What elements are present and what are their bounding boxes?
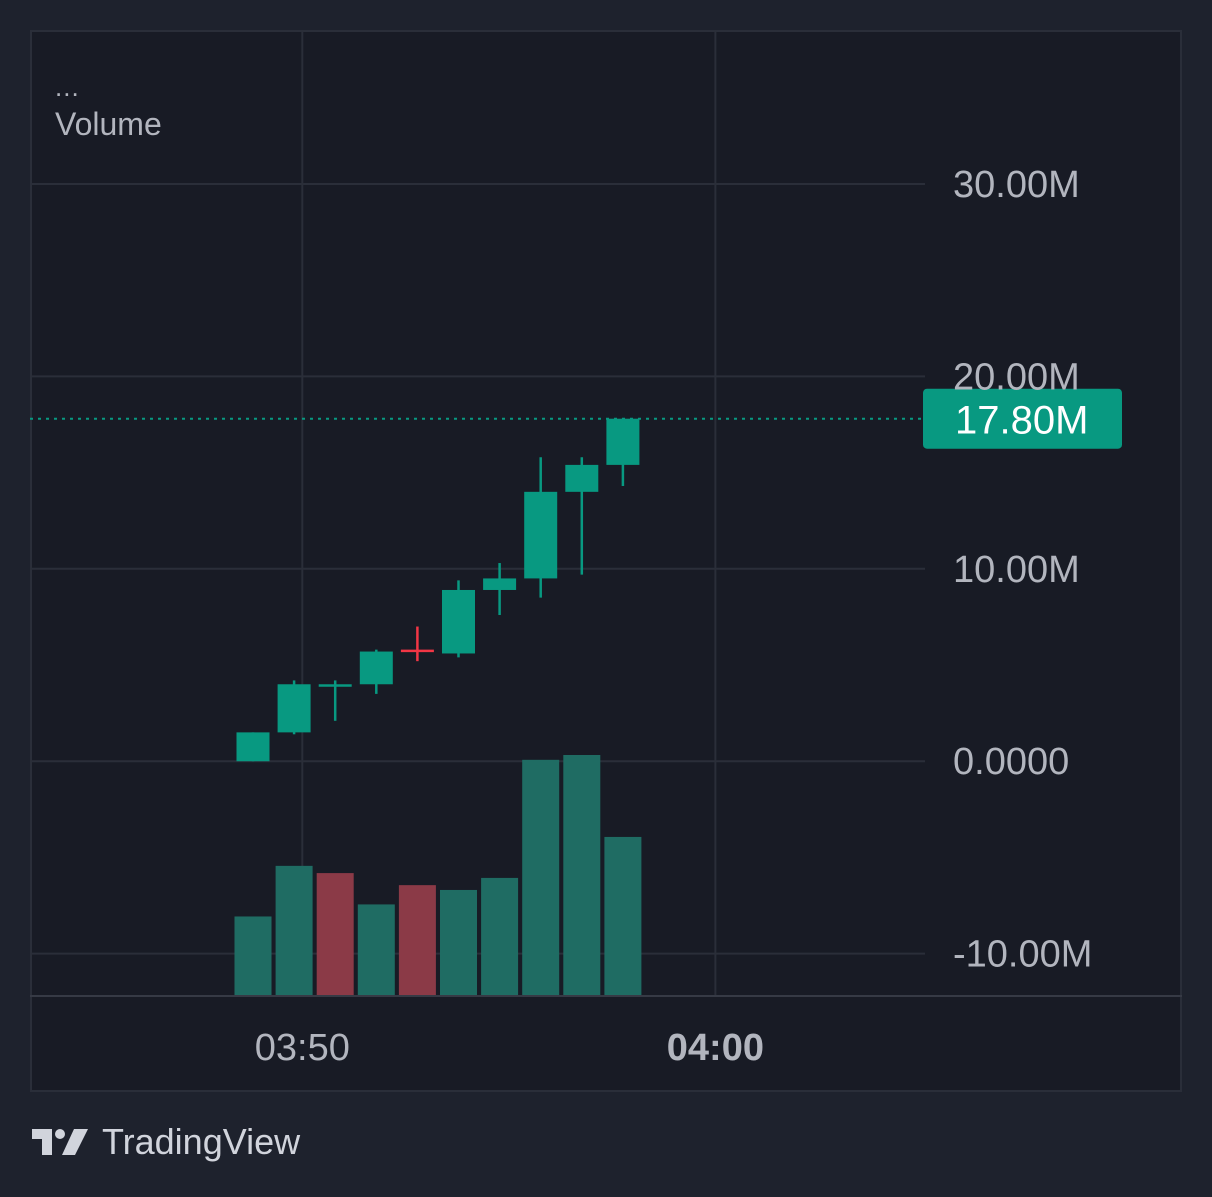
candle[interactable] [318, 680, 352, 721]
candle[interactable] [400, 626, 434, 662]
legend-menu-icon[interactable]: ... [55, 72, 80, 102]
candle[interactable] [483, 563, 517, 615]
candle-body [606, 418, 640, 465]
candle[interactable] [565, 457, 599, 575]
candle[interactable] [236, 732, 270, 762]
volume-bar[interactable] [522, 759, 560, 996]
candle-body [442, 589, 475, 654]
volume-bar[interactable] [604, 836, 642, 996]
volume-bar[interactable] [357, 904, 395, 996]
candle-body [400, 649, 434, 653]
tradingview-attribution[interactable]: TradingView [30, 1118, 300, 1166]
volume-bar[interactable] [563, 755, 601, 996]
y-axis-tick-label: 0.0000 [953, 741, 1069, 783]
y-axis-tick-label: -10.00M [953, 934, 1092, 976]
y-axis-tick-label: 30.00M [953, 164, 1080, 206]
volume-bar[interactable] [398, 885, 436, 996]
tradingview-logo-icon [32, 1129, 88, 1155]
last-price-badge[interactable] [923, 388, 1122, 449]
indicator-legend: ... Volume [55, 72, 162, 146]
volume-bar[interactable] [316, 873, 354, 996]
volume-bar[interactable] [440, 889, 477, 996]
volume-bar[interactable] [234, 916, 272, 996]
last-price-label: 17.80M [955, 399, 1088, 443]
candle-body [483, 578, 517, 590]
brand-name: TradingView [102, 1121, 301, 1162]
volume-bar[interactable] [481, 877, 519, 996]
candle[interactable] [277, 680, 311, 735]
candle-body [524, 491, 558, 579]
volume-bar[interactable] [275, 865, 313, 996]
candle[interactable] [606, 418, 640, 487]
candle-body [318, 684, 352, 687]
candle-body [236, 732, 270, 762]
x-axis-tick-label: 03:50 [255, 1027, 350, 1069]
candle[interactable] [524, 457, 558, 598]
candle-body [565, 464, 599, 492]
y-axis-tick-label: 20.00M [953, 356, 1080, 398]
x-axis-tick-label: 04:00 [667, 1027, 764, 1069]
y-axis-tick-label: 10.00M [953, 549, 1080, 591]
candle[interactable] [359, 649, 393, 694]
candle-body [359, 651, 393, 685]
candle[interactable] [442, 580, 475, 658]
candle-body [277, 684, 311, 733]
volume-indicator-label[interactable]: Volume [55, 106, 162, 142]
